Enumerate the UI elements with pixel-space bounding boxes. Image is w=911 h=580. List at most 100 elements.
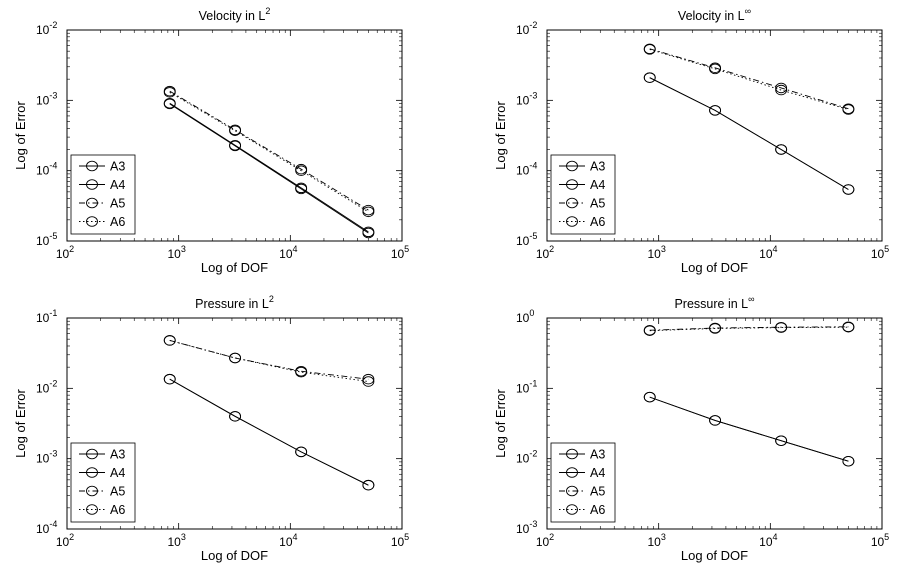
y-tick-label: 10-3 [516, 90, 537, 107]
legend-marker-a3 [86, 160, 98, 172]
x-tick-label: 102 [56, 244, 74, 261]
data-point-a6 [362, 376, 375, 387]
series-line-a4 [169, 378, 369, 486]
series-line-a6 [169, 339, 369, 382]
data-point-a6 [643, 325, 656, 336]
series-line-a4 [649, 396, 849, 462]
data-point-a4 [709, 415, 722, 426]
y-tick-label: 10-2 [516, 20, 537, 37]
x-tick-label: 103 [167, 244, 185, 261]
x-tick-label: 104 [759, 532, 777, 549]
data-point-a5 [775, 82, 788, 94]
legend-box [550, 154, 616, 235]
data-point-a6 [295, 366, 308, 378]
x-tick-label: 105 [871, 244, 889, 261]
y-tick-label: 10-4 [36, 519, 57, 536]
series-line-a6 [649, 48, 849, 110]
y-tick-label: 10-5 [516, 231, 537, 248]
data-point-a4 [229, 140, 242, 152]
data-point-a6 [362, 206, 375, 218]
legend-label-a4: A4 [110, 178, 125, 192]
x-axis-label: Log of DOF [201, 260, 268, 275]
data-point-a6 [229, 125, 242, 136]
y-tick-label: 10-4 [36, 161, 57, 178]
legend-marker-a5 [86, 485, 98, 497]
chart-title: Pressure in L2 [195, 294, 274, 311]
chart-title: Velocity in L∞ [678, 6, 751, 23]
x-tick-label: 103 [647, 532, 665, 549]
legend-label-a6: A6 [110, 503, 125, 517]
x-tick-label: 103 [647, 244, 665, 261]
chart-panel-4: 102 103 104 105 10-3 10-2 10-1 100 Pressure in L… [493, 294, 889, 563]
legend-marker-a4 [566, 179, 578, 190]
legend-box [70, 442, 136, 523]
legend-marker-a5 [86, 197, 98, 209]
legend-marker-a3 [86, 448, 98, 460]
legend-marker-a3 [566, 160, 578, 172]
data-point-a4 [295, 183, 308, 195]
chart-title: Velocity in L2 [199, 6, 271, 23]
x-tick-label: 102 [536, 244, 554, 261]
data-point-a4 [362, 479, 375, 491]
legend-label-a6: A6 [590, 503, 605, 517]
data-point-a6 [295, 165, 308, 176]
data-point-a6 [229, 352, 242, 364]
legend-marker-a4 [86, 467, 98, 478]
legend-marker-a6 [566, 216, 578, 227]
y-tick-label: 10-3 [36, 90, 57, 107]
data-point-a4 [362, 227, 375, 239]
legend-label-a3: A3 [590, 160, 605, 174]
y-tick-label: 10-3 [516, 519, 537, 536]
data-point-a4 [842, 455, 855, 467]
legend-label-a4: A4 [110, 466, 125, 480]
series-line-a6 [169, 91, 369, 213]
x-tick-label: 105 [871, 532, 889, 549]
x-axis-label: Log of DOF [201, 548, 268, 563]
chart-panel-3: 102 103 104 105 10-4 10-3 10-2 10-1 Pressure in … [13, 294, 409, 563]
legend-label-a3: A3 [110, 160, 125, 174]
legend-marker-a4 [86, 179, 98, 190]
x-tick-label: 105 [391, 244, 409, 261]
legend-label-a3: A3 [590, 448, 605, 462]
data-point-a4 [643, 391, 656, 403]
data-point-a6 [163, 335, 176, 346]
data-point-a4 [842, 184, 855, 195]
data-point-a6 [775, 84, 788, 96]
chart-title: Pressure in L∞ [674, 294, 754, 311]
series-line-a6 [649, 326, 849, 332]
legend-label-a5: A5 [590, 485, 605, 499]
legend-marker-a6 [566, 504, 578, 515]
data-point-a6 [842, 104, 855, 115]
series-line-a4 [649, 77, 849, 190]
data-point-a4 [775, 144, 788, 155]
data-point-a6 [643, 44, 656, 55]
x-axis-label: Log of DOF [681, 260, 748, 275]
legend-label-a4: A4 [590, 178, 605, 192]
y-axis-label: Log of Error [13, 389, 28, 458]
y-axis-label: Log of Error [13, 101, 28, 170]
x-tick-label: 102 [536, 532, 554, 549]
data-point-a6 [163, 87, 176, 98]
data-point-a6 [709, 323, 722, 334]
legend-box [70, 154, 136, 235]
series-line-a4 [169, 103, 369, 234]
legend-marker-a5 [566, 485, 578, 497]
legend-marker-a3 [566, 448, 578, 460]
legend-label-a4: A4 [590, 466, 605, 480]
legend-label-a5: A5 [110, 197, 125, 211]
data-point-a4 [163, 98, 176, 110]
data-point-a4 [643, 72, 656, 83]
series-line-a5 [169, 90, 369, 211]
legend-marker-a5 [566, 197, 578, 209]
y-axis-label: Log of Error [493, 101, 508, 170]
data-point-a6 [709, 63, 722, 75]
legend-label-a5: A5 [590, 197, 605, 211]
series-line-a5 [649, 48, 849, 110]
x-axis-label: Log of DOF [681, 548, 748, 563]
legend-box [550, 442, 616, 523]
data-point-a6 [775, 322, 788, 333]
y-tick-label: 10-1 [36, 308, 57, 325]
x-tick-label: 103 [167, 532, 185, 549]
y-tick-label: 10-2 [516, 449, 537, 466]
